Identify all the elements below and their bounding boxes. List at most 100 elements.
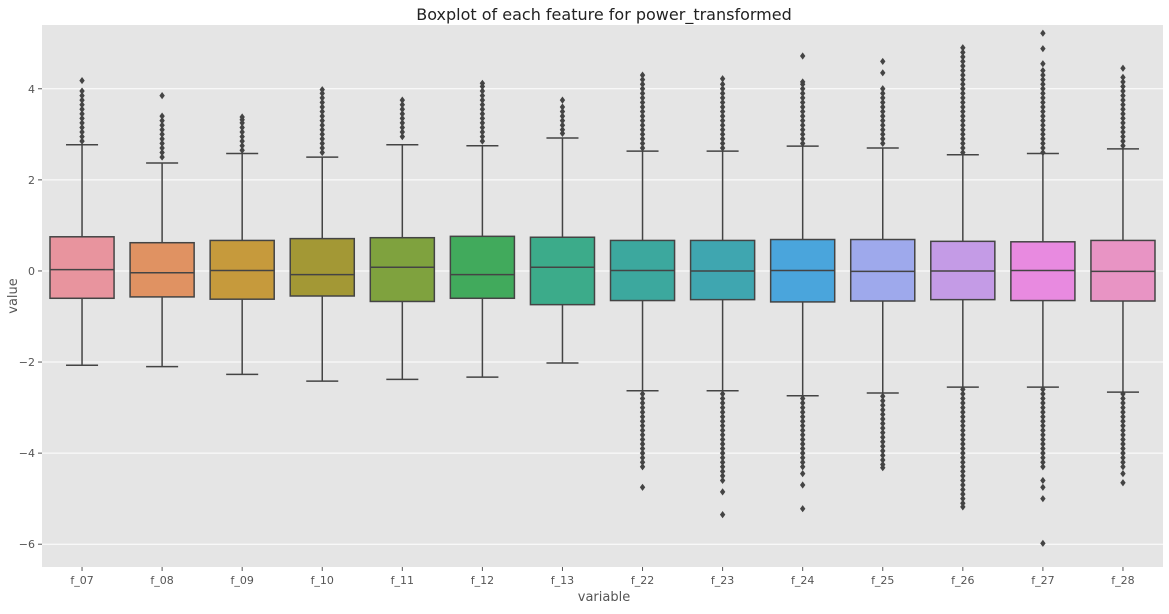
box-f_09 — [209, 113, 275, 376]
y-tick-label: −6 — [19, 538, 35, 551]
outlier-point — [1120, 440, 1126, 448]
outlier-point — [719, 80, 726, 88]
outlier-point — [799, 458, 806, 466]
outlier-point — [880, 57, 886, 66]
outlier-point — [479, 87, 486, 95]
outlier-point — [639, 130, 646, 138]
outlier-point — [1040, 463, 1046, 471]
box-f_12 — [449, 79, 516, 378]
outlier-point — [479, 114, 486, 122]
outlier-point — [799, 130, 806, 138]
outlier-point — [960, 117, 966, 125]
x-tick-label: f_12 — [471, 574, 494, 587]
outlier-point — [1120, 449, 1126, 457]
x-tick-label: f_07 — [70, 574, 93, 587]
outlier-point — [1040, 426, 1046, 434]
outlier-point — [799, 107, 806, 116]
outlier-point — [639, 76, 646, 84]
y-tick-label: 0 — [28, 265, 35, 278]
outlier-point — [719, 454, 726, 462]
x-tick-label: f_10 — [311, 574, 334, 587]
outlier-point — [1040, 394, 1046, 403]
outlier-point — [79, 96, 85, 104]
outlier-point — [960, 112, 966, 120]
outlier-point — [719, 75, 726, 83]
outlier-point — [79, 114, 85, 122]
outlier-point — [1040, 483, 1046, 491]
outlier-point — [960, 499, 966, 507]
outlier-point — [880, 442, 886, 450]
outlier-point — [479, 105, 486, 113]
box-f_13 — [529, 96, 596, 364]
y-tick-label: 4 — [28, 83, 35, 96]
outlier-point — [960, 458, 966, 466]
outlier-point — [880, 433, 886, 441]
outlier-point — [880, 139, 886, 148]
box-f_07 — [49, 76, 115, 366]
outlier-point — [319, 117, 325, 125]
outlier-point — [960, 472, 966, 480]
box-body — [49, 236, 115, 300]
outlier-point — [719, 399, 726, 407]
outlier-point — [960, 130, 966, 138]
outlier-point — [79, 91, 85, 100]
outlier-point — [799, 112, 806, 120]
outlier-point — [79, 119, 85, 127]
outlier-point — [319, 139, 325, 148]
outlier-point — [479, 91, 486, 100]
outlier-point — [799, 85, 806, 93]
outlier-point — [399, 123, 406, 132]
outlier-point — [880, 451, 886, 460]
outlier-point — [719, 413, 726, 421]
outlier-point — [159, 153, 165, 161]
outlier-point — [639, 463, 646, 471]
outlier-point — [1120, 96, 1126, 104]
outlier-point — [639, 426, 646, 434]
outlier-point — [1040, 431, 1046, 439]
outlier-point — [719, 126, 726, 134]
outlier-point — [1120, 91, 1126, 100]
outlier-point — [79, 76, 85, 85]
box-body — [689, 239, 756, 301]
outlier-point — [319, 107, 325, 116]
outlier-point — [399, 128, 406, 136]
outlier-point — [1040, 98, 1046, 107]
outlier-point — [960, 103, 966, 111]
box-f_24 — [769, 52, 836, 513]
outlier-point — [1120, 137, 1126, 145]
outlier-point — [1040, 144, 1046, 152]
outlier-point — [639, 126, 646, 134]
outlier-point — [1120, 390, 1126, 398]
outlier-point — [319, 103, 325, 111]
outlier-point — [1040, 45, 1046, 53]
outlier-point — [880, 438, 886, 446]
outlier-point — [639, 408, 646, 416]
outlier-point — [960, 503, 966, 511]
outlier-point — [639, 413, 646, 421]
outlier-point — [159, 144, 165, 152]
outlier-point — [799, 135, 806, 143]
outlier-point — [719, 139, 726, 148]
outlier-point — [1120, 463, 1126, 471]
outlier-point — [479, 79, 486, 87]
outlier-point — [960, 385, 966, 393]
outlier-point — [799, 449, 806, 457]
outlier-point — [559, 103, 566, 111]
outlier-point — [1120, 105, 1126, 113]
y-tick-label: 2 — [28, 174, 35, 187]
outlier-point — [880, 121, 886, 129]
box-f_08 — [129, 91, 195, 368]
outlier-point — [719, 103, 726, 111]
x-tick-label: f_13 — [551, 574, 574, 587]
outlier-point — [319, 126, 325, 134]
outlier-point — [1040, 66, 1046, 75]
outlier-point — [719, 467, 726, 475]
outlier-point — [960, 390, 966, 398]
outlier-point — [719, 394, 726, 403]
x-tick-label: f_27 — [1031, 574, 1054, 587]
x-tick-label: f_11 — [391, 574, 414, 587]
outlier-point — [159, 130, 165, 138]
outlier-point — [960, 394, 966, 403]
outlier-point — [319, 112, 325, 120]
